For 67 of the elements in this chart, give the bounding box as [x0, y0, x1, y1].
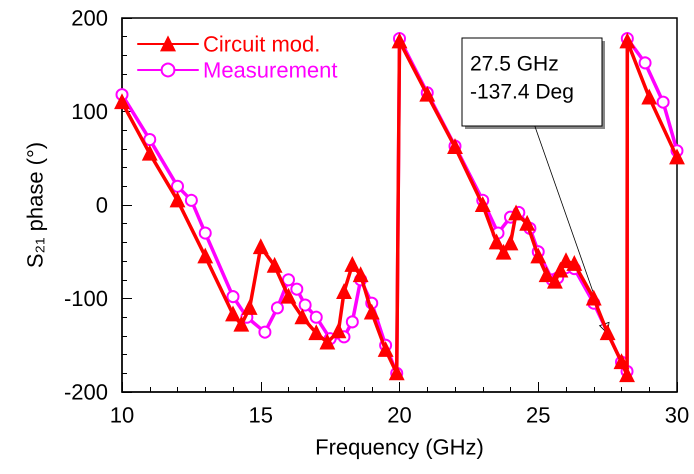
point [509, 206, 524, 220]
point [295, 310, 310, 324]
point [600, 326, 615, 340]
point [496, 246, 511, 260]
point [234, 318, 248, 332]
y-tick-label: -100 [64, 286, 108, 311]
point [115, 95, 129, 110]
point [346, 315, 359, 328]
y-axis-title: S₂₁ phase (°) [22, 142, 48, 268]
point [254, 240, 268, 254]
point [226, 290, 240, 304]
point [198, 226, 212, 240]
point [392, 34, 406, 48]
x-tick-label: 20 [387, 402, 412, 428]
point [420, 88, 434, 102]
x-tick-label: 15 [248, 402, 273, 428]
point [620, 368, 634, 382]
point [540, 268, 554, 282]
point [198, 249, 212, 264]
point [268, 258, 282, 273]
point [226, 307, 240, 322]
point [143, 133, 156, 146]
point [620, 34, 634, 48]
point [504, 236, 518, 250]
point [531, 249, 546, 264]
point [378, 342, 393, 357]
y-tick-label: 200 [71, 6, 108, 30]
point [298, 298, 312, 312]
point [184, 194, 198, 207]
point [642, 90, 656, 104]
point [354, 268, 368, 282]
point [309, 326, 324, 340]
y-tick-label: -200 [64, 380, 108, 404]
point [242, 300, 257, 315]
point [548, 274, 562, 289]
legend-label: Measurement [203, 58, 338, 82]
x-tick-label: 25 [526, 402, 550, 428]
x-axis-title: Frequency (GHz) [315, 434, 484, 460]
point [670, 150, 684, 164]
point [476, 198, 490, 212]
point [170, 193, 184, 208]
point [345, 258, 360, 272]
point [586, 292, 601, 306]
legend-label: Circuit mod. [203, 32, 320, 56]
point [258, 326, 272, 339]
point [282, 290, 296, 304]
point [270, 301, 284, 314]
point [638, 56, 652, 70]
point [520, 216, 534, 231]
y-tick-label: 0 [96, 192, 108, 218]
x-tick-label: 30 [664, 402, 690, 428]
point [142, 146, 157, 161]
point [490, 235, 504, 250]
point [337, 284, 351, 299]
point [290, 282, 304, 296]
x-tick-label: 10 [110, 402, 134, 428]
point [364, 306, 379, 320]
point [310, 310, 323, 324]
annotation: 27.5 GHz -137.4 Deg [470, 52, 574, 104]
point [553, 263, 568, 278]
point [331, 324, 346, 338]
y-tick-label: 100 [71, 99, 108, 124]
point [567, 256, 582, 271]
point [320, 335, 334, 350]
point [282, 273, 295, 286]
point [171, 180, 184, 193]
point [656, 96, 670, 109]
